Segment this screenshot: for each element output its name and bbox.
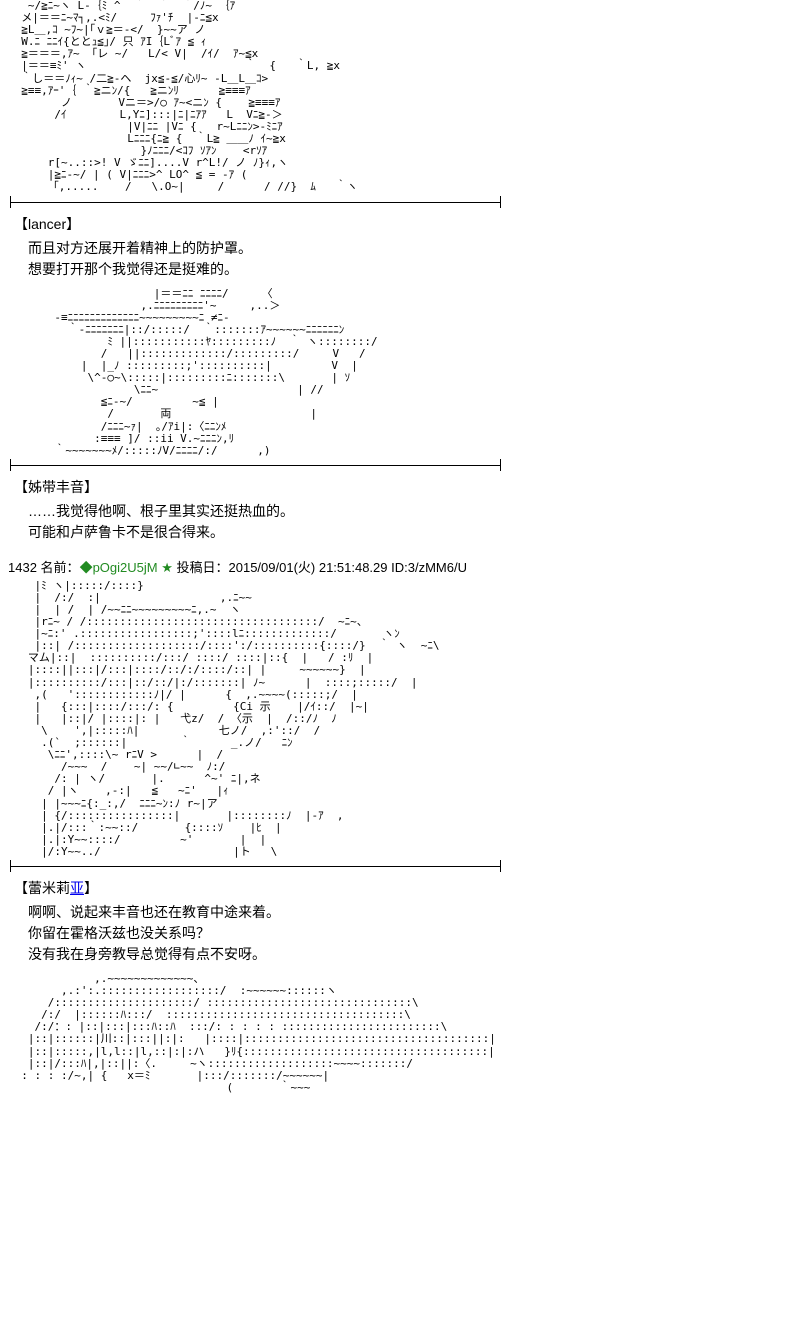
ascii-art: |＝＝ﾆﾆ ﾆﾆﾆﾆ/ 〈 ,.ﾆﾆﾆﾆﾆﾆﾆﾆﾆ'~ ,..＞ -≡ﾆﾆﾆﾆﾆ… bbox=[0, 288, 801, 457]
dialogue-line: 而且对方还展开着精神上的防护罩。 bbox=[28, 238, 801, 259]
speaker-name: 【姊带丰音】 bbox=[14, 477, 801, 497]
speaker-name-link[interactable]: 亚 bbox=[70, 880, 84, 896]
dialogue-line: ……我觉得他啊、根子里其实还挺热血的。 bbox=[28, 501, 801, 522]
dialogue-line: 想要打开那个我觉得还是挺难的。 bbox=[28, 259, 801, 280]
post-header: 1432 名前：◆pOgi2U5jM ★ 投稿日：2015/09/01(火) 2… bbox=[0, 551, 801, 580]
post-date: 2015/09/01(火) 21:51:48.29 bbox=[229, 560, 392, 575]
dialogue-line: 啊啊、说起来丰音也还在教育中途来着。 bbox=[28, 902, 801, 923]
dialogue-lines: 啊啊、说起来丰音也还在教育中途来着。你留在霍格沃兹也没关系吗？没有我在身旁教导总… bbox=[14, 902, 801, 965]
section-divider bbox=[0, 459, 801, 471]
dialogue-block: 【姊带丰音】 ……我觉得他啊、根子里其实还挺热血的。可能和卢萨鲁卡不是很合得来。 bbox=[0, 473, 801, 551]
post-id: ID:3/zMM6/U bbox=[391, 560, 467, 575]
ascii-art: |ﾐ ヽ|:::::/::::} | /:/ :| ,.ﾆ~~ | | / | … bbox=[0, 580, 801, 858]
star-icon: ★ bbox=[161, 560, 176, 575]
dialogue-lines: ……我觉得他啊、根子里其实还挺热血的。可能和卢萨鲁卡不是很合得来。 bbox=[14, 501, 801, 543]
speaker-name: 【蕾米莉亚】 bbox=[14, 878, 801, 898]
section-divider bbox=[0, 196, 801, 208]
ascii-art: ~/≧ﾆ~ヽ L-｛ﾐ ^ ｀ ｀ ｀/ﾉ~ ｛ｱ メ|＝＝ﾆ~ﾏ┐,.<ﾐ/ … bbox=[0, 0, 801, 194]
dialogue-line: 可能和卢萨鲁卡不是很合得来。 bbox=[28, 522, 801, 543]
dialogue-block: 【蕾米莉亚】啊啊、说起来丰音也还在教育中途来着。你留在霍格沃兹也没关系吗？没有我… bbox=[0, 874, 801, 973]
tripcode: ◆pOgi2U5jM bbox=[80, 560, 162, 575]
post-number: 1432 bbox=[8, 560, 41, 575]
label-name: 名前： bbox=[41, 560, 80, 575]
dialogue-lines: 而且对方还展开着精神上的防护罩。想要打开那个我觉得还是挺难的。 bbox=[14, 238, 801, 280]
speaker-name: 【lancer】 bbox=[14, 214, 801, 234]
ascii-art: ,.~~~~~~~~~~~~~、 ,.:':.:::::::::::::::::… bbox=[0, 973, 801, 1094]
dialogue-block: 【lancer】而且对方还展开着精神上的防护罩。想要打开那个我觉得还是挺难的。 bbox=[0, 210, 801, 288]
dialogue-line: 你留在霍格沃兹也没关系吗？ bbox=[28, 923, 801, 944]
label-date: 投稿日： bbox=[176, 560, 228, 575]
dialogue-line: 没有我在身旁教导总觉得有点不安呀。 bbox=[28, 944, 801, 965]
section-divider bbox=[0, 860, 801, 872]
